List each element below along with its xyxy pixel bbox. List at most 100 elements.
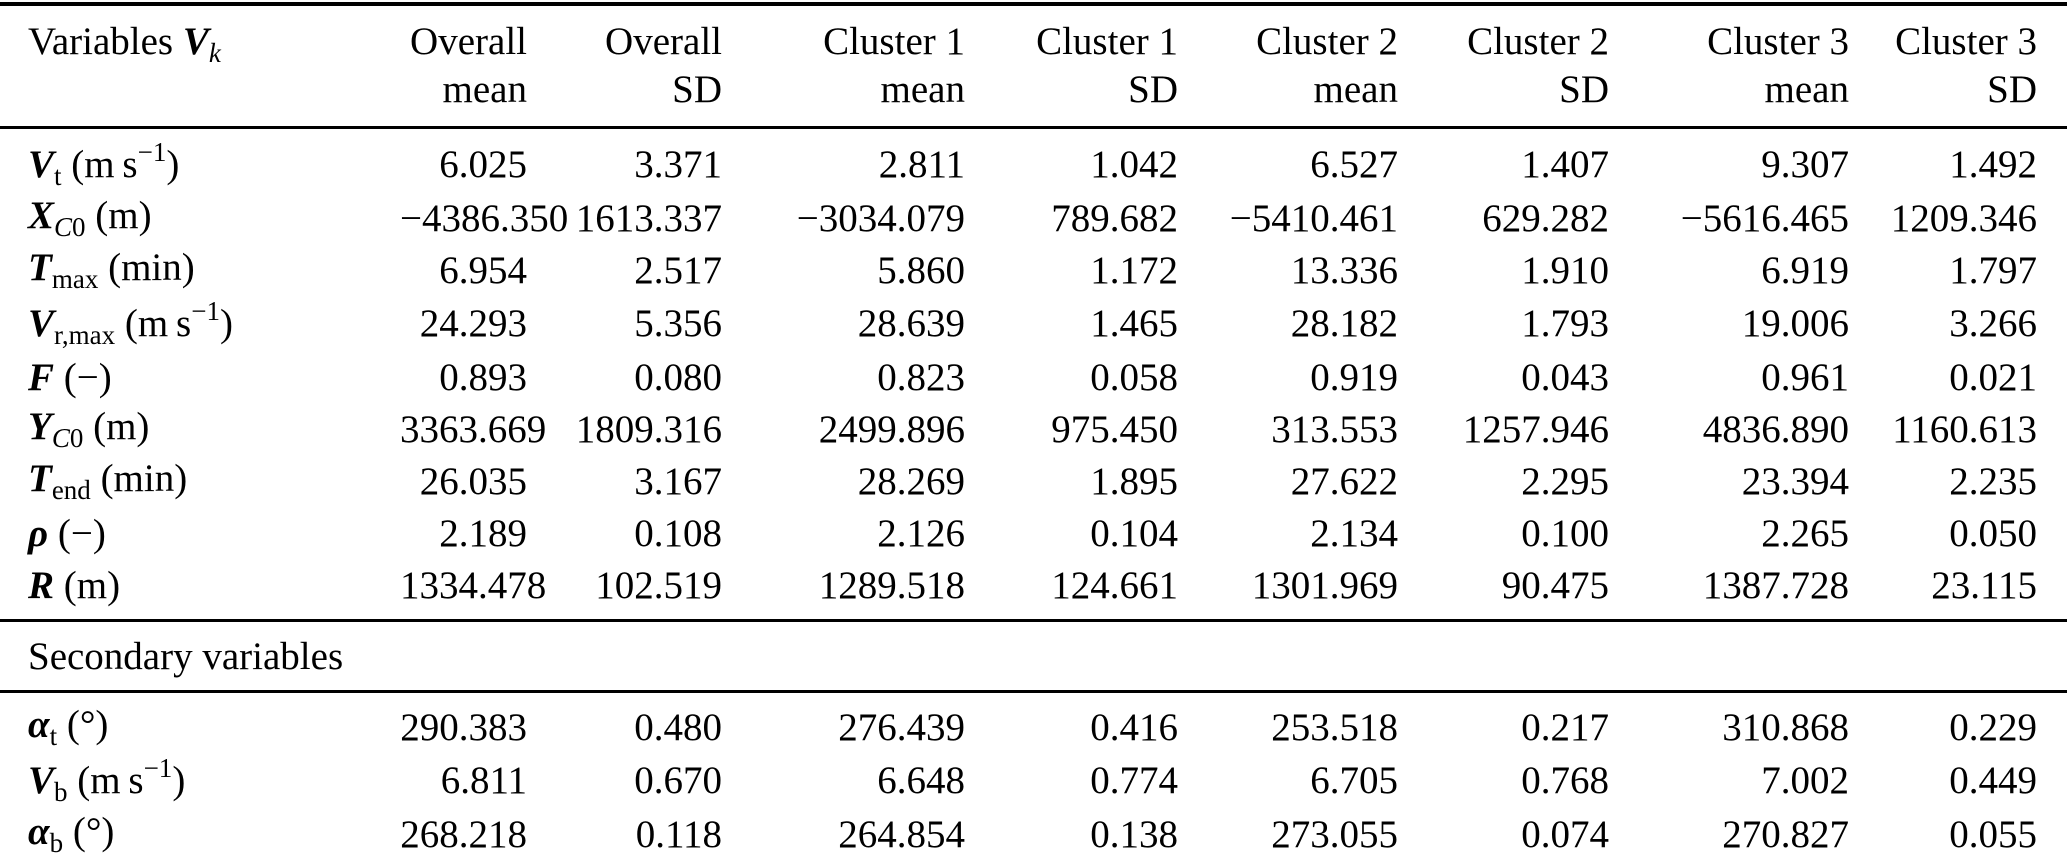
- section-title-row: Secondary variables: [0, 619, 2067, 693]
- value-vb-col4: 0.774: [1090, 759, 1178, 802]
- label-segment: (min): [90, 457, 188, 500]
- value-alpha-b-col3: 264.854: [838, 812, 965, 856]
- header-line2: mean: [1764, 68, 1849, 111]
- value-r-col8: 23.115: [1931, 563, 2037, 607]
- label-segment: t: [49, 721, 58, 751]
- value-yc0-col4: 975.450: [1051, 407, 1178, 451]
- value-alpha-t-col7: 310.868: [1722, 705, 1849, 749]
- value-vt-col4: 1.042: [1090, 143, 1178, 186]
- variable-label-vrmax: Vr,max (m s−1): [0, 296, 400, 351]
- value-rho-col3: 2.126: [877, 511, 965, 555]
- label-segment: (m): [54, 563, 121, 607]
- label-segment: ): [172, 759, 186, 802]
- label-segment: end: [51, 475, 91, 505]
- column-header-cluster2-mean: Cluster 2 mean: [1178, 4, 1398, 129]
- section-divider: Secondary variables: [0, 619, 2067, 693]
- value-rho-col4: 0.104: [1090, 511, 1178, 555]
- value-rho-col2: 0.108: [634, 511, 722, 555]
- header-line1: Overall: [410, 20, 527, 63]
- variable-label-r: R (m): [0, 559, 400, 621]
- column-header-cluster3-sd: Cluster 3 SD: [1849, 4, 2067, 129]
- value-vrmax-col7: 19.006: [1741, 302, 1849, 345]
- label-segment: C: [51, 423, 70, 453]
- value-tend-col8: 2.235: [1949, 459, 2037, 503]
- column-header-cluster1-mean: Cluster 1 mean: [722, 4, 965, 129]
- value-yc0-col5: 313.553: [1271, 407, 1398, 451]
- value-vt-col3: 2.811: [878, 143, 965, 186]
- secondary-variables-section: αt (°) 290.383 0.480 276.439 0.416 253.518 0.2…: [0, 692, 2067, 860]
- value-vb-col6: 0.768: [1521, 759, 1609, 802]
- label-segment: −1: [137, 137, 167, 167]
- value-f-col7: 0.961: [1761, 355, 1849, 399]
- header-line1: Cluster 1: [1036, 20, 1178, 63]
- value-alpha-t-col8: 0.229: [1949, 705, 2037, 749]
- value-alpha-t-col2: 0.480: [634, 705, 722, 749]
- value-r-col5: 1301.969: [1251, 563, 1398, 607]
- value-vrmax-col2: 5.356: [634, 302, 722, 345]
- value-yc0-col1: 3363.669: [400, 407, 547, 451]
- value-rho-col5: 2.134: [1310, 511, 1398, 555]
- value-tmax-col3: 5.860: [877, 248, 965, 292]
- primary-variables-section: Vt (m s−1) 6.025 3.371 2.811 1.042 6.527 1.407…: [0, 128, 2067, 621]
- table-row-alpha-t: αt (°) 290.383 0.480 276.439 0.416 253.518 0.2…: [0, 692, 2067, 754]
- value-vrmax-col8: 3.266: [1949, 302, 2037, 345]
- value-tmax-col4: 1.172: [1090, 248, 1178, 292]
- table-row-vb: Vb (m s−1) 6.811 0.670 6.648 0.774 6.705 0.768…: [0, 753, 2067, 808]
- value-tmax-col8: 1.797: [1949, 248, 2037, 292]
- label-segment: ): [219, 302, 233, 345]
- variable-symbol: α: [28, 810, 50, 853]
- value-tend-col3: 28.269: [857, 459, 965, 503]
- table-row-tend: Tend (min) 26.035 3.167 28.269 1.895 27.622 2.…: [0, 455, 2067, 507]
- variables-header-label: Variables Vk: [28, 20, 221, 68]
- value-alpha-t-col1: 290.383: [400, 705, 527, 749]
- variable-symbol: Y: [28, 405, 52, 448]
- value-alpha-b-col5: 273.055: [1271, 812, 1398, 856]
- table-row-alpha-b: αb (°) 268.218 0.118 264.854 0.138 273.055 0.0…: [0, 808, 2067, 860]
- value-tmax-col2: 2.517: [634, 248, 722, 292]
- value-alpha-t-col5: 253.518: [1271, 705, 1398, 749]
- value-alpha-t-col3: 276.439: [838, 705, 965, 749]
- table-row-tmax: Tmax (min) 6.954 2.517 5.860 1.172 13.336 1.91…: [0, 244, 2067, 296]
- label-segment: (m s: [115, 302, 192, 345]
- header-line1: Cluster 1: [823, 20, 965, 63]
- value-alpha-b-col7: 270.827: [1722, 812, 1849, 856]
- value-tend-col4: 1.895: [1090, 459, 1178, 503]
- value-vrmax-col4: 1.465: [1090, 302, 1178, 345]
- value-f-col1: 0.893: [439, 355, 527, 399]
- section-title: Secondary variables: [0, 619, 2067, 693]
- value-vb-col3: 6.648: [877, 759, 965, 802]
- label-segment: C: [54, 212, 73, 242]
- header-line1: Overall: [605, 20, 722, 63]
- column-header-cluster2-sd: Cluster 2 SD: [1398, 4, 1609, 129]
- variable-symbol: R: [28, 563, 55, 607]
- variable-label-alpha-b: αb (°): [0, 808, 400, 860]
- value-r-col3: 1289.518: [818, 563, 965, 607]
- label-segment: (−): [48, 511, 106, 555]
- value-tend-col5: 27.622: [1290, 459, 1398, 503]
- label-segment: (m s: [61, 143, 138, 186]
- header-line2: SD: [1559, 68, 1609, 111]
- value-r-col1: 1334.478: [400, 563, 547, 607]
- table-row-yc0: YC0 (m) 3363.669 1809.316 2499.896 975.450 31…: [0, 403, 2067, 455]
- header-line2: mean: [1313, 68, 1398, 111]
- value-xc0-col8: 1209.346: [1890, 196, 2037, 240]
- value-tend-col1: 26.035: [419, 459, 527, 503]
- value-xc0-col4: 789.682: [1051, 196, 1178, 240]
- value-tmax-col5: 13.336: [1290, 248, 1398, 292]
- variable-label-vt: Vt (m s−1): [0, 128, 400, 193]
- header-line2: SD: [1987, 68, 2037, 111]
- value-rho-col8: 0.050: [1949, 511, 2037, 555]
- value-yc0-col2: 1809.316: [575, 407, 722, 451]
- value-yc0-col6: 1257.946: [1462, 407, 1609, 451]
- table-row-xc0: XC0 (m) −4386.350 1613.337 −3034.079 789.682…: [0, 192, 2067, 244]
- value-vt-col7: 9.307: [1761, 143, 1849, 186]
- label-segment: (m): [85, 194, 152, 237]
- value-alpha-t-col6: 0.217: [1521, 705, 1609, 749]
- header-line1: Cluster 3: [1707, 20, 1849, 63]
- variable-label-xc0: XC0 (m): [0, 192, 400, 244]
- column-header-variables: Variables Vk: [0, 4, 400, 129]
- value-rho-col7: 2.265: [1761, 511, 1849, 555]
- value-tend-col6: 2.295: [1521, 459, 1609, 503]
- table-header: Variables Vk Overall mean Overall SD Clu…: [0, 4, 2067, 129]
- label-segment: (min): [98, 246, 195, 289]
